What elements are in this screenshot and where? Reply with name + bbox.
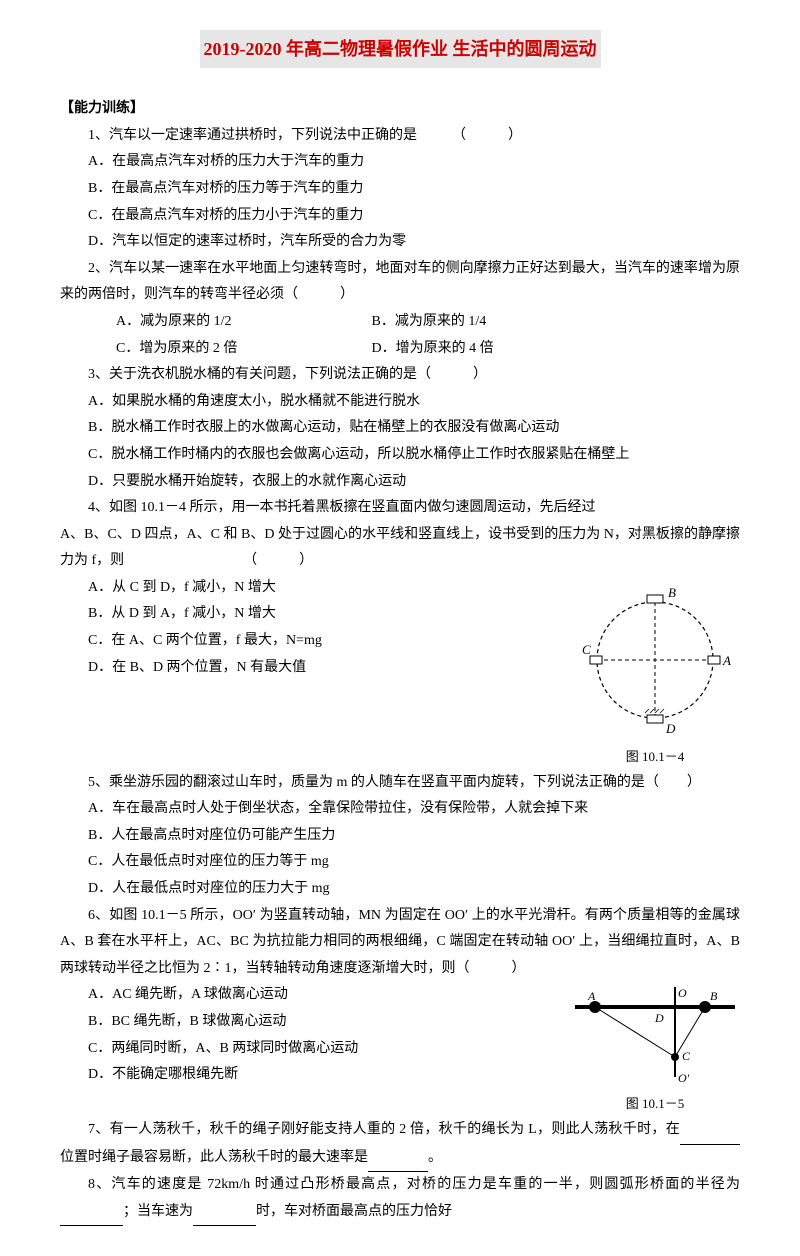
- svg-text:C: C: [582, 642, 591, 657]
- q8-blank1: [60, 1199, 123, 1227]
- svg-text:B: B: [668, 585, 676, 600]
- q6-stem: 6、如图 10.1－5 所示，OO′ 为竖直转动轴，MN 为固定在 OO′ 上的…: [60, 903, 740, 983]
- q3-d: D．只要脱水桶开始旋转，衣服上的水就作离心运动: [60, 469, 740, 496]
- rod-diagram-icon: A B O D C O′: [570, 982, 740, 1092]
- q4-stem-mid: A、B、C、D 四点，A、C 和 B、D 处于过圆心的水平线和竖直线上，设书受到…: [60, 522, 740, 575]
- q5-a: A．车在最高点时人处于倒坐状态，全靠保险带拉住，没有保险带，人就会掉下来: [60, 796, 740, 823]
- q1-d: D．汽车以恒定的速率过桥时，汽车所受的合力为零: [60, 229, 740, 256]
- q8-blank2: [193, 1199, 256, 1227]
- fig4-caption: 图 10.1－4: [570, 745, 740, 770]
- q5-stem: 5、乘坐游乐园的翻滚过山车时，质量为 m 的人随车在竖直平面内旋转，下列说法正确…: [60, 770, 740, 797]
- q4-stem-pre: 4、如图 10.1－4 所示，用一本书托着黑板擦在竖直面内做匀速圆周运动，先后经…: [60, 495, 740, 522]
- fig5-caption: 图 10.1－5: [570, 1092, 740, 1117]
- q3-c: C．脱水桶工作时桶内的衣服也会做离心运动，所以脱水桶停止工作时衣服紧贴在桶壁上: [60, 442, 740, 469]
- svg-text:B: B: [710, 989, 718, 1003]
- q2-a: A．减为原来的 1/2: [88, 309, 368, 336]
- svg-text:O′: O′: [678, 1071, 690, 1085]
- q1-a: A．在最高点汽车对桥的压力大于汽车的重力: [60, 149, 740, 176]
- q2-b: B．减为原来的 1/4: [372, 314, 487, 329]
- q2-d: D．增为原来的 4 倍: [372, 341, 494, 356]
- svg-text:D: D: [654, 1011, 664, 1025]
- q1-c: C．在最高点汽车对桥的压力小于汽车的重力: [60, 203, 740, 230]
- page-title: 2019-2020 年高二物理暑假作业 生活中的圆周运动: [200, 30, 601, 68]
- q1-stem: 1、汽车以一定速率通过拱桥时，下列说法中正确的是 （ ）: [60, 123, 740, 150]
- figure-10-1-4: B C A D 图 10.1－4: [570, 575, 740, 770]
- svg-text:D: D: [665, 721, 676, 736]
- q8: 8、汽车的速度是 72km/h 时通过凸形桥最高点，对桥的压力是车重的一半，则圆…: [60, 1172, 740, 1226]
- q3-a: A．如果脱水桶的角速度太小，脱水桶就不能进行脱水: [60, 389, 740, 416]
- svg-text:A: A: [587, 989, 596, 1003]
- q2-c: C．增为原来的 2 倍: [88, 336, 368, 363]
- svg-text:C: C: [682, 1049, 691, 1063]
- q5-b: B．人在最高点时对座位仍可能产生压力: [60, 823, 740, 850]
- q3-b: B．脱水桶工作时衣服上的水做离心运动，贴在桶壁上的衣服没有做离心运动: [60, 415, 740, 442]
- q3-stem: 3、关于洗衣机脱水桶的有关问题，下列说法正确的是（ ）: [60, 362, 740, 389]
- q1-b: B．在最高点汽车对桥的压力等于汽车的重力: [60, 176, 740, 203]
- svg-text:O: O: [678, 986, 687, 1000]
- figure-10-1-5: A B O D C O′ 图 10.1－5: [570, 982, 740, 1117]
- q2-stem: 2、汽车以某一速率在水平地面上匀速转弯时，地面对车的侧向摩擦力正好达到最大，当汽…: [60, 256, 740, 309]
- q5-d: D．人在最低点时对座位的压力大于 mg: [60, 876, 740, 903]
- circle-diagram-icon: B C A D: [570, 575, 740, 745]
- q5-c: C．人在最低点时对座位的压力等于 mg: [60, 849, 740, 876]
- section-header: 【能力训练】: [60, 96, 740, 123]
- svg-text:A: A: [722, 653, 731, 668]
- q7-blank1: [680, 1117, 740, 1145]
- q7-blank2: [368, 1145, 428, 1173]
- q7: 7、有一人荡秋千，秋千的绳子刚好能支持人重的 2 倍，秋千的绳长为 L，则此人荡…: [60, 1117, 740, 1172]
